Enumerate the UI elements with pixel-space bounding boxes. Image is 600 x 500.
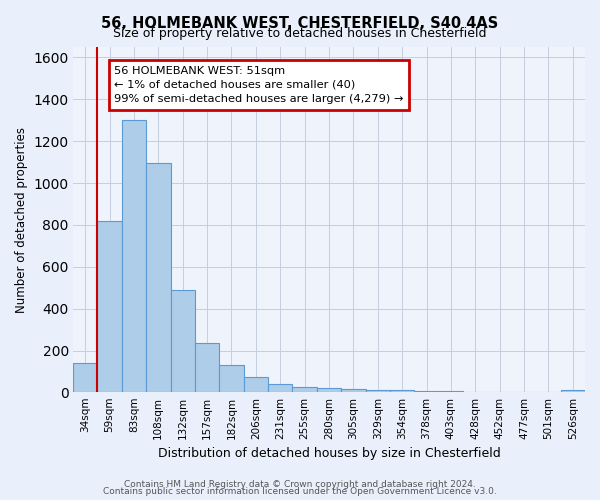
Text: Contains HM Land Registry data © Crown copyright and database right 2024.: Contains HM Land Registry data © Crown c… (124, 480, 476, 489)
Text: Contains public sector information licensed under the Open Government Licence v3: Contains public sector information licen… (103, 488, 497, 496)
Bar (244, 376, 268, 392)
Bar (170, 290, 195, 392)
Text: 56, HOLMEBANK WEST, CHESTERFIELD, S40 4AS: 56, HOLMEBANK WEST, CHESTERFIELD, S40 4A… (101, 16, 499, 31)
Bar (390, 390, 415, 392)
Bar (122, 120, 146, 392)
Bar (365, 390, 390, 392)
Text: 56 HOLMEBANK WEST: 51sqm
← 1% of detached houses are smaller (40)
99% of semi-de: 56 HOLMEBANK WEST: 51sqm ← 1% of detache… (115, 66, 404, 104)
Y-axis label: Number of detached properties: Number of detached properties (15, 126, 28, 312)
Text: Size of property relative to detached houses in Chesterfield: Size of property relative to detached ho… (113, 28, 487, 40)
Bar (292, 387, 317, 392)
Bar (317, 388, 341, 392)
Bar (219, 365, 244, 392)
X-axis label: Distribution of detached houses by size in Chesterfield: Distribution of detached houses by size … (158, 447, 500, 460)
Bar (97, 220, 122, 392)
Bar (146, 163, 170, 392)
Bar (560, 390, 585, 392)
Bar (268, 384, 292, 392)
Bar (195, 343, 219, 392)
Bar (73, 363, 97, 392)
Bar (341, 389, 365, 392)
